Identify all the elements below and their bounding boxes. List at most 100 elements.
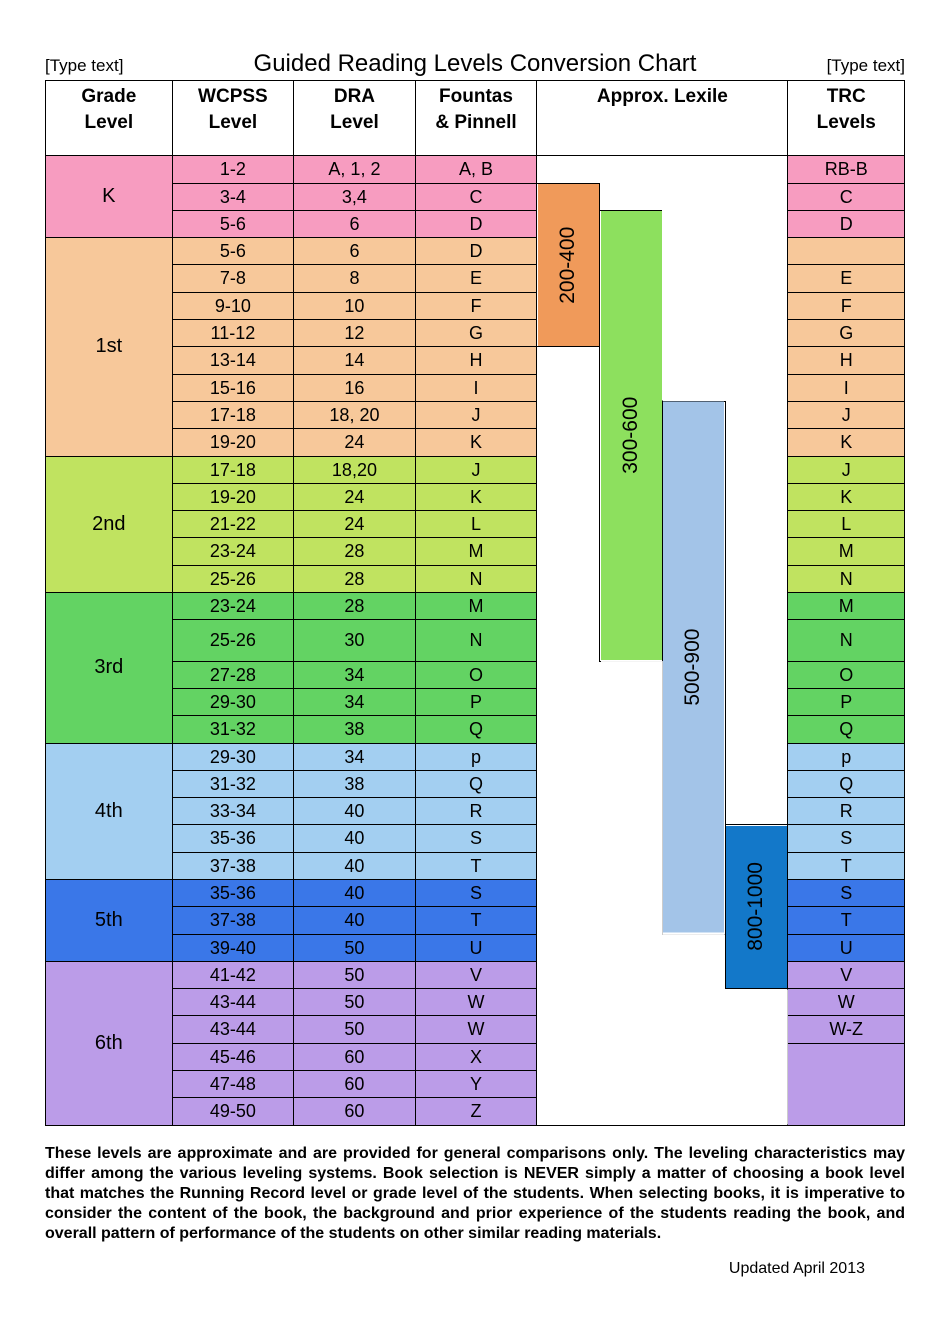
trc-cell: T	[788, 907, 905, 934]
trc-cell: RB-B	[788, 156, 905, 183]
data-cell: 34	[294, 743, 416, 770]
trc-cell: K	[788, 483, 905, 510]
data-cell: 34	[294, 688, 416, 715]
data-cell: 41-42	[172, 961, 294, 988]
trc-cell: U	[788, 934, 905, 961]
data-cell: L	[415, 511, 537, 538]
lexile-cell	[662, 156, 725, 402]
data-cell: 6	[294, 238, 416, 265]
data-cell: 18, 20	[294, 401, 416, 428]
data-cell: 23-24	[172, 538, 294, 565]
data-cell: W	[415, 989, 537, 1016]
lexile-cell	[725, 156, 788, 825]
data-cell: D	[415, 210, 537, 237]
data-cell: 38	[294, 716, 416, 743]
data-cell: 25-26	[172, 620, 294, 661]
trc-cell: T	[788, 852, 905, 879]
lexile-cell: 300-600	[600, 210, 663, 661]
data-cell: 27-28	[172, 661, 294, 688]
data-cell: T	[415, 852, 537, 879]
col-grade: GradeLevel	[46, 81, 173, 156]
data-cell: 33-34	[172, 798, 294, 825]
data-cell: 40	[294, 852, 416, 879]
trc-cell: F	[788, 292, 905, 319]
data-cell: 5-6	[172, 238, 294, 265]
data-cell: 60	[294, 1098, 416, 1125]
data-cell: 35-36	[172, 825, 294, 852]
data-cell: 19-20	[172, 483, 294, 510]
data-cell: 7-8	[172, 265, 294, 292]
data-cell: 28	[294, 565, 416, 592]
data-cell: 24	[294, 429, 416, 456]
grade-cell: 1st	[46, 238, 173, 456]
data-cell: 45-46	[172, 1043, 294, 1070]
lexile-cell	[600, 156, 663, 211]
data-cell: 49-50	[172, 1098, 294, 1125]
data-cell: 35-36	[172, 880, 294, 907]
page-title: Guided Reading Levels Conversion Chart	[123, 50, 826, 78]
data-cell: 25-26	[172, 565, 294, 592]
trc-cell: G	[788, 320, 905, 347]
data-cell: 3-4	[172, 183, 294, 210]
data-cell: 50	[294, 934, 416, 961]
data-cell: J	[415, 456, 537, 483]
trc-cell: H	[788, 347, 905, 374]
data-cell: V	[415, 961, 537, 988]
data-cell: 39-40	[172, 934, 294, 961]
trc-cell: Q	[788, 716, 905, 743]
lexile-cell	[662, 934, 725, 1125]
trc-cell: O	[788, 661, 905, 688]
data-cell: X	[415, 1043, 537, 1070]
lexile-cell: 500-900	[662, 401, 725, 934]
col-fp: Fountas& Pinnell	[415, 81, 537, 156]
trc-cell: P	[788, 688, 905, 715]
data-cell: Z	[415, 1098, 537, 1125]
data-cell: 60	[294, 1071, 416, 1098]
trc-cell: M	[788, 538, 905, 565]
data-cell: 40	[294, 798, 416, 825]
data-cell: D	[415, 238, 537, 265]
trc-cell: Q	[788, 770, 905, 797]
trc-cell: N	[788, 620, 905, 661]
data-cell: M	[415, 593, 537, 620]
data-cell: 28	[294, 538, 416, 565]
data-cell: p	[415, 743, 537, 770]
data-cell: 34	[294, 661, 416, 688]
data-cell: S	[415, 825, 537, 852]
data-cell: W	[415, 1016, 537, 1043]
data-cell: 37-38	[172, 852, 294, 879]
trc-cell: p	[788, 743, 905, 770]
data-cell: 50	[294, 1016, 416, 1043]
data-cell: 24	[294, 511, 416, 538]
data-cell: Q	[415, 716, 537, 743]
data-cell: 29-30	[172, 688, 294, 715]
data-cell: 29-30	[172, 743, 294, 770]
col-trc: TRCLevels	[788, 81, 905, 156]
trc-cell: S	[788, 880, 905, 907]
trc-cell: K	[788, 429, 905, 456]
trc-cell: E	[788, 265, 905, 292]
data-cell: J	[415, 401, 537, 428]
grade-cell: 6th	[46, 961, 173, 1125]
data-cell: 50	[294, 961, 416, 988]
data-cell: 3,4	[294, 183, 416, 210]
data-cell: K	[415, 429, 537, 456]
data-cell: 10	[294, 292, 416, 319]
data-cell: A, 1, 2	[294, 156, 416, 183]
lexile-cell	[600, 661, 663, 1125]
updated-date: Updated April 2013	[45, 1260, 905, 1278]
data-cell: 43-44	[172, 989, 294, 1016]
data-cell: 28	[294, 593, 416, 620]
data-cell: N	[415, 565, 537, 592]
data-cell: U	[415, 934, 537, 961]
data-cell: 50	[294, 989, 416, 1016]
data-cell: K	[415, 483, 537, 510]
grade-cell: 4th	[46, 743, 173, 879]
table-row: 43-4450WW	[46, 989, 905, 1016]
data-cell: 19-20	[172, 429, 294, 456]
trc-cell: V	[788, 961, 905, 988]
data-cell: H	[415, 347, 537, 374]
grade-cell: 5th	[46, 880, 173, 962]
data-cell: O	[415, 661, 537, 688]
conversion-table: GradeLevel WCPSSLevel DRALevel Fountas& …	[45, 80, 905, 1126]
